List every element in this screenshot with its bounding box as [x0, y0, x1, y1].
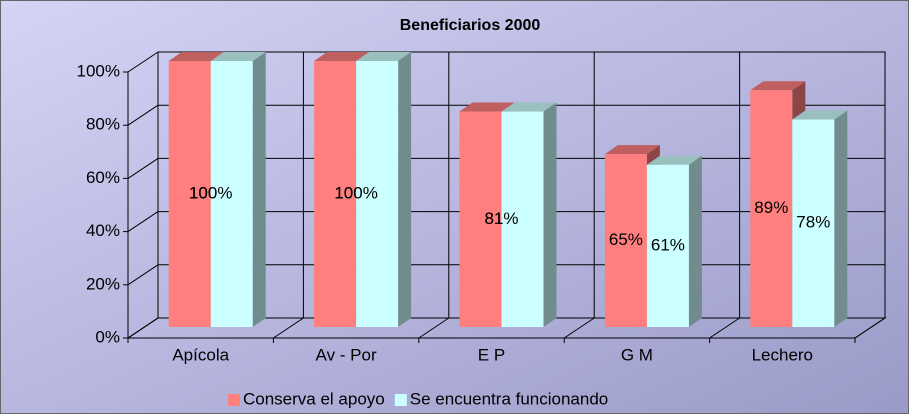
legend-label: Conserva el apoyo: [243, 389, 385, 408]
bar-side: [398, 52, 412, 327]
y-tick-label: 80%: [86, 115, 120, 134]
grid-line: [127, 157, 159, 179]
bar-top: [792, 110, 848, 120]
chart-title: Beneficiarios 2000: [400, 17, 541, 34]
bar-top: [604, 145, 660, 155]
bar-side: [252, 52, 266, 327]
bar-top: [168, 52, 224, 61]
y-tick-label: 20%: [86, 274, 120, 293]
legend-label: Se encuentra funcionando: [410, 389, 609, 408]
legend-swatch: [394, 394, 407, 406]
y-tick-label: 0%: [95, 327, 120, 346]
data-label: 78%: [796, 213, 830, 232]
data-label: 100%: [334, 183, 377, 202]
x-tick-label: Lechero: [752, 345, 813, 364]
bar: [792, 119, 835, 328]
category-divider: [273, 317, 304, 339]
bar: [646, 164, 689, 327]
bar: [604, 154, 647, 327]
bar: [210, 61, 253, 327]
category-divider: [854, 317, 886, 339]
bar: [356, 61, 399, 327]
bar-top: [750, 81, 806, 91]
bar-top: [459, 102, 515, 112]
x-tick-label: Apícola: [172, 345, 229, 364]
bar-top: [501, 102, 557, 112]
grid-line: [127, 264, 159, 286]
y-tick-label: 60%: [86, 168, 120, 187]
grid-line: [127, 51, 159, 73]
category-divider: [127, 317, 159, 339]
bar-side: [834, 110, 848, 328]
data-label: 81%: [484, 209, 518, 228]
data-label: 65%: [609, 230, 643, 249]
bar: [459, 111, 502, 327]
y-tick-label: 40%: [86, 221, 120, 240]
data-label: 100%: [189, 183, 232, 202]
bar-top: [356, 52, 412, 61]
category-divider: [709, 317, 740, 339]
grid-line: [127, 211, 159, 233]
data-label: 61%: [651, 235, 685, 254]
legend-swatch: [228, 394, 240, 406]
bar: [168, 61, 211, 327]
bar-side: [543, 102, 557, 327]
bar: [501, 111, 544, 327]
grid-line: [127, 104, 159, 126]
category-divider: [563, 317, 595, 339]
category-divider: [418, 317, 450, 339]
x-tick-label: Av - Por: [316, 345, 377, 364]
x-tick-label: G M: [621, 345, 653, 364]
y-tick-label: 100%: [77, 61, 120, 80]
data-label: 89%: [754, 198, 788, 217]
bar-side: [688, 155, 702, 327]
bar-top: [646, 155, 702, 165]
x-tick-label: E P: [478, 345, 505, 364]
bar: [750, 90, 793, 327]
bar: [314, 61, 357, 327]
bar-top: [210, 52, 266, 61]
bar-top: [314, 52, 370, 61]
